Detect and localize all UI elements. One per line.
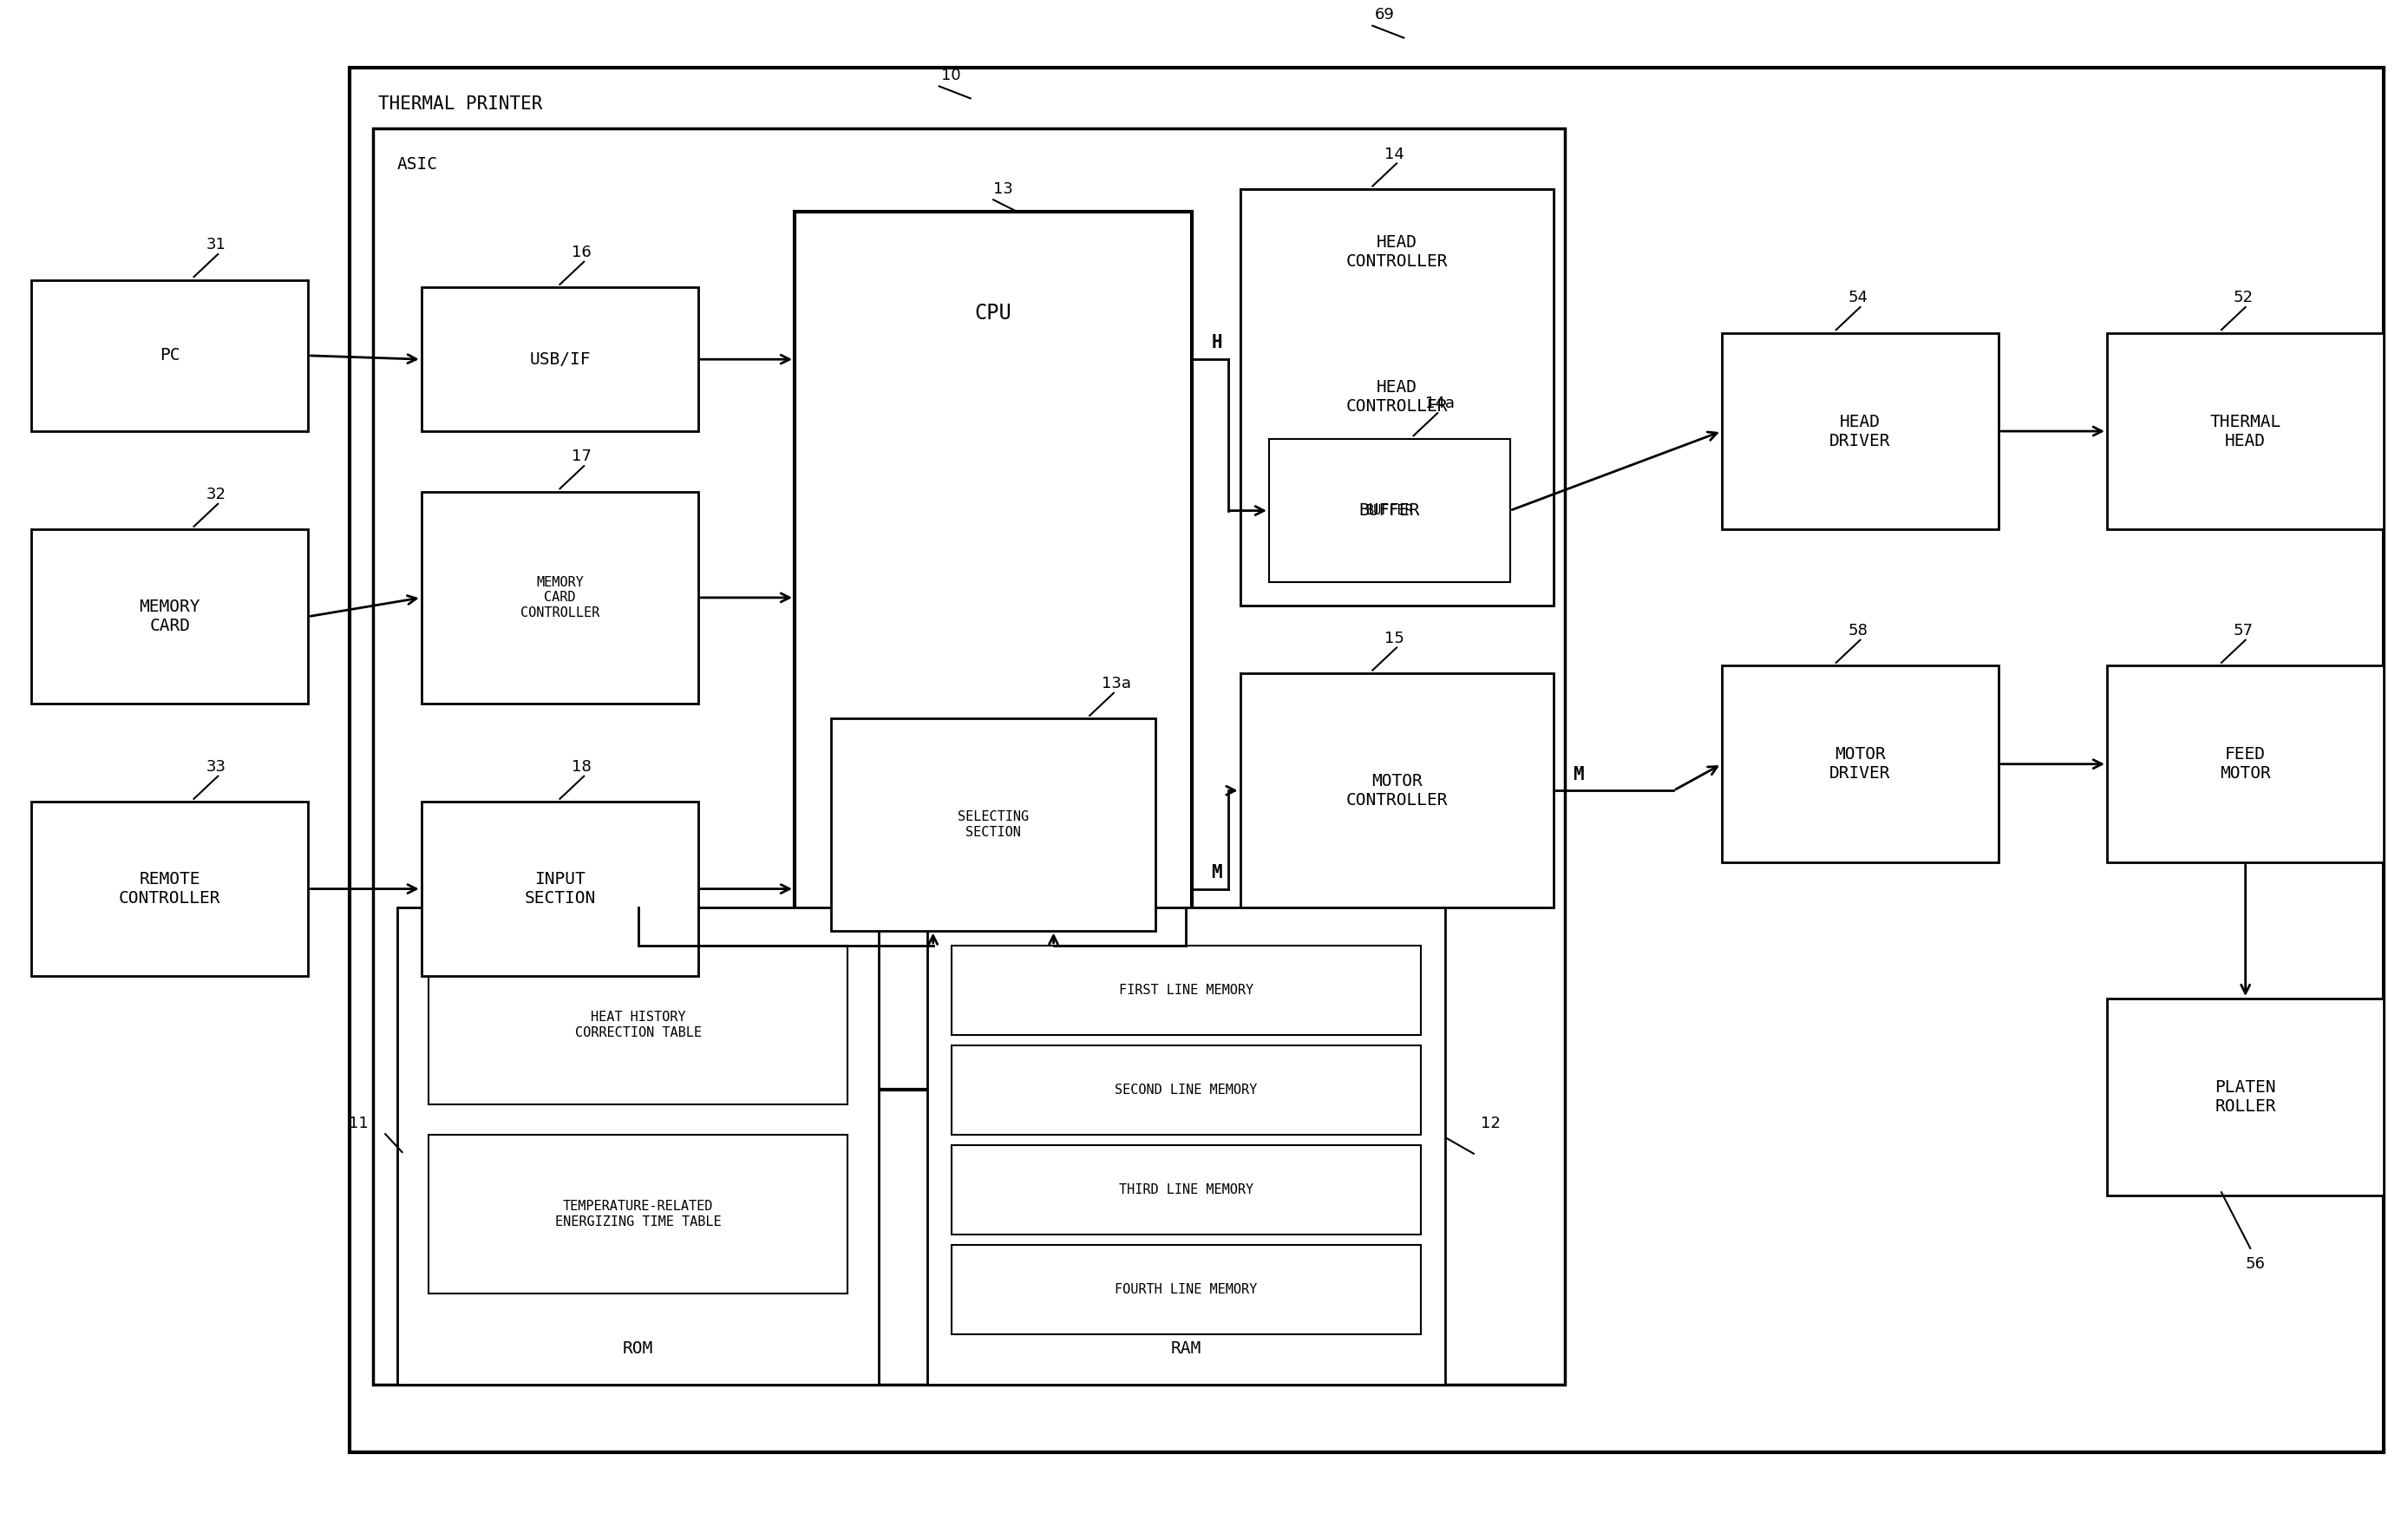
- Text: FOURTH LINE MEMORY: FOURTH LINE MEMORY: [1115, 1283, 1257, 1297]
- Text: 31: 31: [207, 238, 226, 253]
- Text: 10: 10: [942, 68, 961, 83]
- Text: HEAD
CONTROLLER: HEAD CONTROLLER: [1346, 235, 1447, 271]
- Text: 52: 52: [2232, 290, 2254, 306]
- Text: 13: 13: [995, 182, 1014, 197]
- Text: BUFFER: BUFFER: [1358, 502, 1421, 519]
- Text: MEMORY
CARD
CONTROLLER: MEMORY CARD CONTROLLER: [520, 576, 600, 619]
- Text: ROM: ROM: [624, 1341, 653, 1357]
- Text: THERMAL
HEAD: THERMAL HEAD: [2211, 413, 2280, 449]
- Text: 16: 16: [571, 245, 592, 260]
- Text: REMOTE
CONTROLLER: REMOTE CONTROLLER: [118, 871, 222, 906]
- Text: INPUT
SECTION: INPUT SECTION: [525, 871, 595, 906]
- Text: CPU: CPU: [975, 303, 1011, 324]
- Bar: [951, 946, 1421, 1035]
- Text: TEMPERATURE-RELATED
ENERGIZING TIME TABLE: TEMPERATURE-RELATED ENERGIZING TIME TABL…: [554, 1200, 722, 1229]
- Text: 54: 54: [1849, 290, 1869, 306]
- Bar: [831, 719, 1156, 930]
- Text: MEMORY
CARD: MEMORY CARD: [140, 599, 200, 634]
- Text: M: M: [1211, 864, 1223, 881]
- Text: MOTOR
DRIVER: MOTOR DRIVER: [1830, 746, 1890, 782]
- Text: H: H: [1211, 334, 1223, 351]
- Text: 15: 15: [1385, 631, 1404, 646]
- Text: 17: 17: [571, 449, 592, 464]
- Text: PC: PC: [159, 348, 181, 363]
- Bar: [1722, 666, 1999, 862]
- Bar: [421, 287, 698, 431]
- Bar: [1240, 189, 1553, 605]
- Text: MOTOR
CONTROLLER: MOTOR CONTROLLER: [1346, 773, 1447, 808]
- Text: 14: 14: [1385, 147, 1404, 162]
- Text: 33: 33: [207, 760, 226, 775]
- Bar: [373, 129, 1565, 1384]
- Text: RAM: RAM: [1170, 1341, 1202, 1357]
- Text: FEED
MOTOR: FEED MOTOR: [2220, 746, 2271, 782]
- Bar: [31, 280, 308, 431]
- Bar: [349, 68, 2384, 1452]
- Text: PLATEN
ROLLER: PLATEN ROLLER: [2215, 1079, 2276, 1115]
- Bar: [429, 946, 848, 1104]
- Text: HEAD
CONTROLLER: HEAD CONTROLLER: [1346, 380, 1447, 415]
- Text: THIRD LINE MEMORY: THIRD LINE MEMORY: [1120, 1183, 1252, 1197]
- Text: HEAT HISTORY
CORRECTION TABLE: HEAT HISTORY CORRECTION TABLE: [576, 1011, 701, 1039]
- Bar: [1269, 439, 1510, 583]
- Text: 11: 11: [349, 1115, 368, 1132]
- Text: 18: 18: [571, 760, 592, 775]
- Text: 56: 56: [2244, 1256, 2266, 1271]
- Text: BUFFER: BUFFER: [1365, 504, 1413, 517]
- Bar: [1240, 189, 1553, 605]
- Bar: [429, 1135, 848, 1294]
- Text: THERMAL PRINTER: THERMAL PRINTER: [378, 95, 542, 112]
- Text: M: M: [1572, 766, 1584, 784]
- Bar: [2107, 666, 2384, 862]
- Text: 69: 69: [1375, 8, 1394, 23]
- Text: 14a: 14a: [1426, 396, 1454, 412]
- Text: SELECTING
SECTION: SELECTING SECTION: [958, 811, 1028, 838]
- Text: 13a: 13a: [1100, 676, 1132, 691]
- Text: HEAD
DRIVER: HEAD DRIVER: [1830, 413, 1890, 449]
- Bar: [951, 1145, 1421, 1235]
- Text: 57: 57: [2232, 623, 2254, 638]
- Bar: [397, 908, 879, 1384]
- Bar: [951, 1245, 1421, 1334]
- Bar: [31, 802, 308, 976]
- Bar: [1722, 333, 1999, 530]
- Bar: [31, 530, 308, 704]
- Bar: [927, 908, 1445, 1384]
- Bar: [421, 802, 698, 976]
- Bar: [795, 212, 1192, 1089]
- Text: FIRST LINE MEMORY: FIRST LINE MEMORY: [1120, 983, 1252, 997]
- Text: USB/IF: USB/IF: [530, 351, 590, 368]
- Text: ASIC: ASIC: [397, 156, 438, 172]
- Bar: [1240, 673, 1553, 908]
- Bar: [421, 492, 698, 704]
- Bar: [1269, 439, 1510, 583]
- Text: 58: 58: [1849, 623, 1869, 638]
- Text: SECOND LINE MEMORY: SECOND LINE MEMORY: [1115, 1083, 1257, 1097]
- Text: 32: 32: [207, 487, 226, 502]
- Bar: [2107, 999, 2384, 1195]
- Bar: [951, 1045, 1421, 1135]
- Bar: [2107, 333, 2384, 530]
- Text: 12: 12: [1481, 1115, 1500, 1132]
